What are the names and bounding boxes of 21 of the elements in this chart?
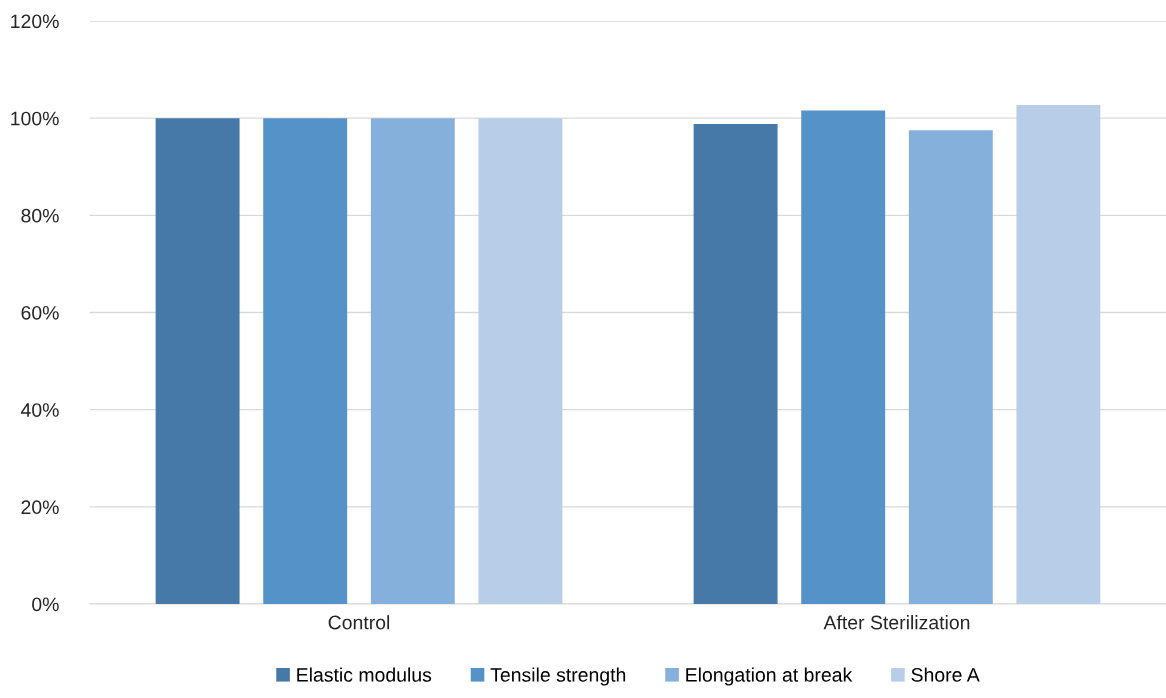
bar: [263, 118, 348, 604]
bar: [370, 118, 455, 604]
legend-label: Tensile strength: [490, 667, 626, 686]
y-tick-label: 40%: [20, 403, 59, 417]
bar: [155, 118, 240, 604]
x-tick-label: After Sterilization: [823, 615, 970, 630]
bar: [801, 110, 886, 604]
bar: [693, 124, 778, 604]
bar: [908, 130, 993, 604]
legend-label: Elongation at break: [686, 667, 853, 686]
y-tick-label: 20%: [21, 500, 59, 515]
y-tick-label: 0%: [32, 597, 59, 612]
legend-label: Shore A: [911, 667, 980, 682]
y-tick-label: 60%: [21, 305, 59, 320]
y-tick-label: 100%: [11, 111, 59, 126]
bar: [478, 118, 563, 604]
y-tick-label: 120%: [11, 14, 59, 29]
x-tick-label: Control: [328, 615, 390, 630]
legend-label: Elastic modulus: [297, 667, 432, 682]
bar: [1016, 105, 1101, 604]
y-tick-label: 80%: [21, 208, 59, 223]
